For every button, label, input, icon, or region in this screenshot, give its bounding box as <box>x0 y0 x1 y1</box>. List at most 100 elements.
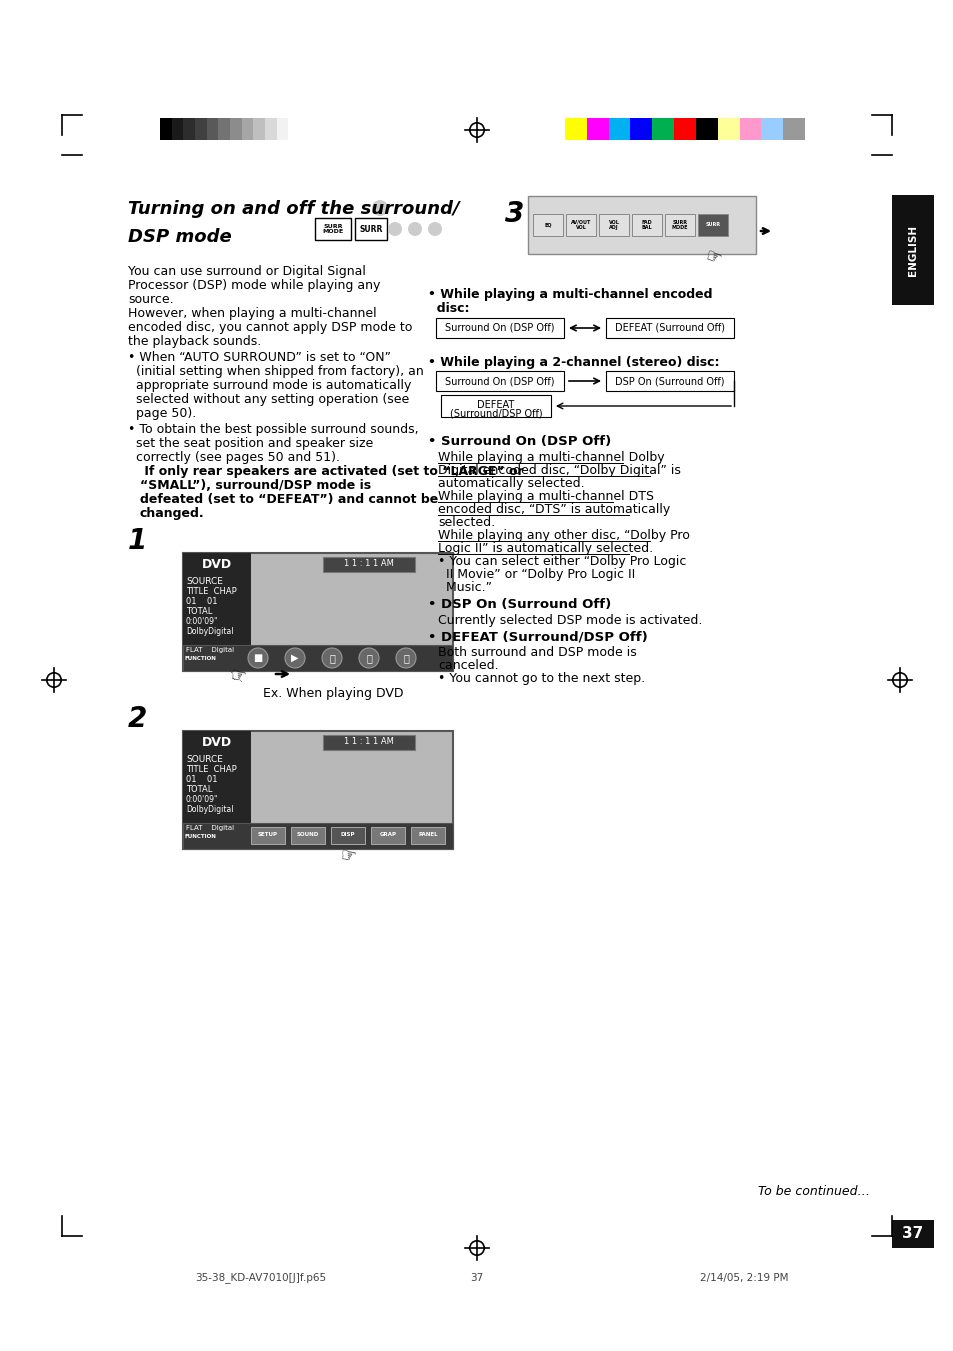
Text: TOTAL: TOTAL <box>186 607 213 616</box>
Text: SURR
MODE: SURR MODE <box>322 224 343 234</box>
Bar <box>160 118 172 141</box>
Text: ■: ■ <box>253 653 262 663</box>
Text: appropriate surround mode is automatically: appropriate surround mode is automatical… <box>128 380 411 392</box>
Bar <box>183 823 453 848</box>
Bar <box>183 731 453 848</box>
Text: ⏸: ⏸ <box>329 653 335 663</box>
Text: Turning on and off the surround/: Turning on and off the surround/ <box>128 200 459 218</box>
Text: DVD: DVD <box>202 736 232 750</box>
Circle shape <box>358 648 378 667</box>
Text: Processor (DSP) mode while playing any: Processor (DSP) mode while playing any <box>128 280 380 292</box>
Text: SOURCE: SOURCE <box>186 577 223 586</box>
Bar <box>323 557 415 571</box>
Text: ⏮: ⏮ <box>366 653 372 663</box>
Text: ☞: ☞ <box>701 246 723 269</box>
Text: canceled.: canceled. <box>437 659 498 671</box>
Text: SURR: SURR <box>359 224 382 234</box>
Circle shape <box>285 648 305 667</box>
Text: SOUND: SOUND <box>296 832 319 838</box>
Bar <box>436 317 563 338</box>
Text: 3: 3 <box>504 200 524 228</box>
Text: “SMALL”), surround/DSP mode is: “SMALL”), surround/DSP mode is <box>140 480 371 492</box>
Bar <box>891 1220 933 1248</box>
Circle shape <box>248 648 268 667</box>
Bar <box>533 213 562 236</box>
Text: 35-38_KD-AV7010[J]f.p65: 35-38_KD-AV7010[J]f.p65 <box>194 1273 326 1283</box>
Text: • Surround On (DSP Off): • Surround On (DSP Off) <box>428 435 611 449</box>
Text: Ex. When playing DVD: Ex. When playing DVD <box>262 688 403 700</box>
Bar <box>207 118 218 141</box>
Text: While playing any other disc, “Dolby Pro: While playing any other disc, “Dolby Pro <box>437 530 689 542</box>
Bar <box>276 118 288 141</box>
Text: FUNCTION: FUNCTION <box>185 655 216 661</box>
Text: TITLE  CHAP: TITLE CHAP <box>186 586 236 596</box>
Text: EQ: EQ <box>543 223 551 227</box>
Bar <box>230 118 241 141</box>
Text: ▶: ▶ <box>291 653 298 663</box>
Text: AV/OUT
VOL: AV/OUT VOL <box>570 220 591 230</box>
Text: (Surround/DSP Off): (Surround/DSP Off) <box>449 408 541 417</box>
Text: selected without any setting operation (see: selected without any setting operation (… <box>128 393 409 407</box>
Text: DEFEAT: DEFEAT <box>476 400 514 409</box>
Bar <box>586 118 608 141</box>
Text: 0:00'09": 0:00'09" <box>186 794 218 804</box>
Text: disc:: disc: <box>428 303 469 315</box>
Text: (initial setting when shipped from factory), an: (initial setting when shipped from facto… <box>128 365 423 378</box>
Text: ☞: ☞ <box>338 846 357 866</box>
Text: TOTAL: TOTAL <box>186 785 213 794</box>
Bar <box>194 118 207 141</box>
Bar <box>183 553 453 671</box>
Bar <box>631 213 661 236</box>
Bar <box>218 118 230 141</box>
Circle shape <box>322 648 341 667</box>
Bar <box>564 118 586 141</box>
Text: Logic II” is automatically selected.: Logic II” is automatically selected. <box>437 542 653 555</box>
Text: ENGLISH: ENGLISH <box>907 224 917 276</box>
Text: 37: 37 <box>470 1273 483 1283</box>
Text: FLAT    Digital: FLAT Digital <box>186 825 233 831</box>
Circle shape <box>395 648 416 667</box>
Bar <box>411 827 444 844</box>
Bar <box>608 118 630 141</box>
Text: DEFEAT (Surround Off): DEFEAT (Surround Off) <box>615 323 724 332</box>
Text: VOL
ADJ: VOL ADJ <box>608 220 618 230</box>
Circle shape <box>408 222 421 236</box>
Bar <box>605 317 733 338</box>
Text: Surround On (DSP Off): Surround On (DSP Off) <box>445 376 554 386</box>
Text: II Movie” or “Dolby Pro Logic II: II Movie” or “Dolby Pro Logic II <box>437 567 635 581</box>
Text: 0:00'09": 0:00'09" <box>186 617 218 626</box>
Text: Music.”: Music.” <box>437 581 492 594</box>
Bar <box>183 553 251 671</box>
Text: 2: 2 <box>128 705 147 734</box>
Text: • When “AUTO SURROUND” is set to “ON”: • When “AUTO SURROUND” is set to “ON” <box>128 351 391 363</box>
Text: the playback sounds.: the playback sounds. <box>128 335 261 349</box>
Circle shape <box>388 222 401 236</box>
Text: encoded disc, “DTS” is automatically: encoded disc, “DTS” is automatically <box>437 503 670 516</box>
Text: 37: 37 <box>902 1227 923 1242</box>
Text: • While playing a 2-channel (stereo) disc:: • While playing a 2-channel (stereo) dis… <box>428 357 719 369</box>
Text: DISP: DISP <box>340 832 355 838</box>
Text: If only rear speakers are activated (set to “LARGE” or: If only rear speakers are activated (set… <box>140 465 523 478</box>
Text: set the seat position and speaker size: set the seat position and speaker size <box>128 436 373 450</box>
Bar <box>440 394 551 417</box>
Text: changed.: changed. <box>140 507 204 520</box>
Text: • DSP On (Surround Off): • DSP On (Surround Off) <box>428 598 611 611</box>
Text: correctly (see pages 50 and 51).: correctly (see pages 50 and 51). <box>128 451 339 463</box>
Text: 01    01: 01 01 <box>186 775 217 784</box>
Text: FLAT    Digital: FLAT Digital <box>186 647 233 653</box>
Bar <box>664 213 695 236</box>
Bar <box>652 118 674 141</box>
Text: SETUP: SETUP <box>257 832 277 838</box>
Circle shape <box>372 200 388 216</box>
Text: DolbyDigital: DolbyDigital <box>186 805 233 815</box>
Text: source.: source. <box>128 293 173 305</box>
Bar <box>314 218 351 240</box>
Bar <box>172 118 183 141</box>
Text: SURR
MODE: SURR MODE <box>671 220 687 230</box>
Bar <box>291 827 325 844</box>
Text: DSP mode: DSP mode <box>128 228 232 246</box>
Bar <box>183 118 194 141</box>
Text: TITLE  CHAP: TITLE CHAP <box>186 765 236 774</box>
Text: 2/14/05, 2:19 PM: 2/14/05, 2:19 PM <box>700 1273 788 1283</box>
Bar <box>695 118 717 141</box>
